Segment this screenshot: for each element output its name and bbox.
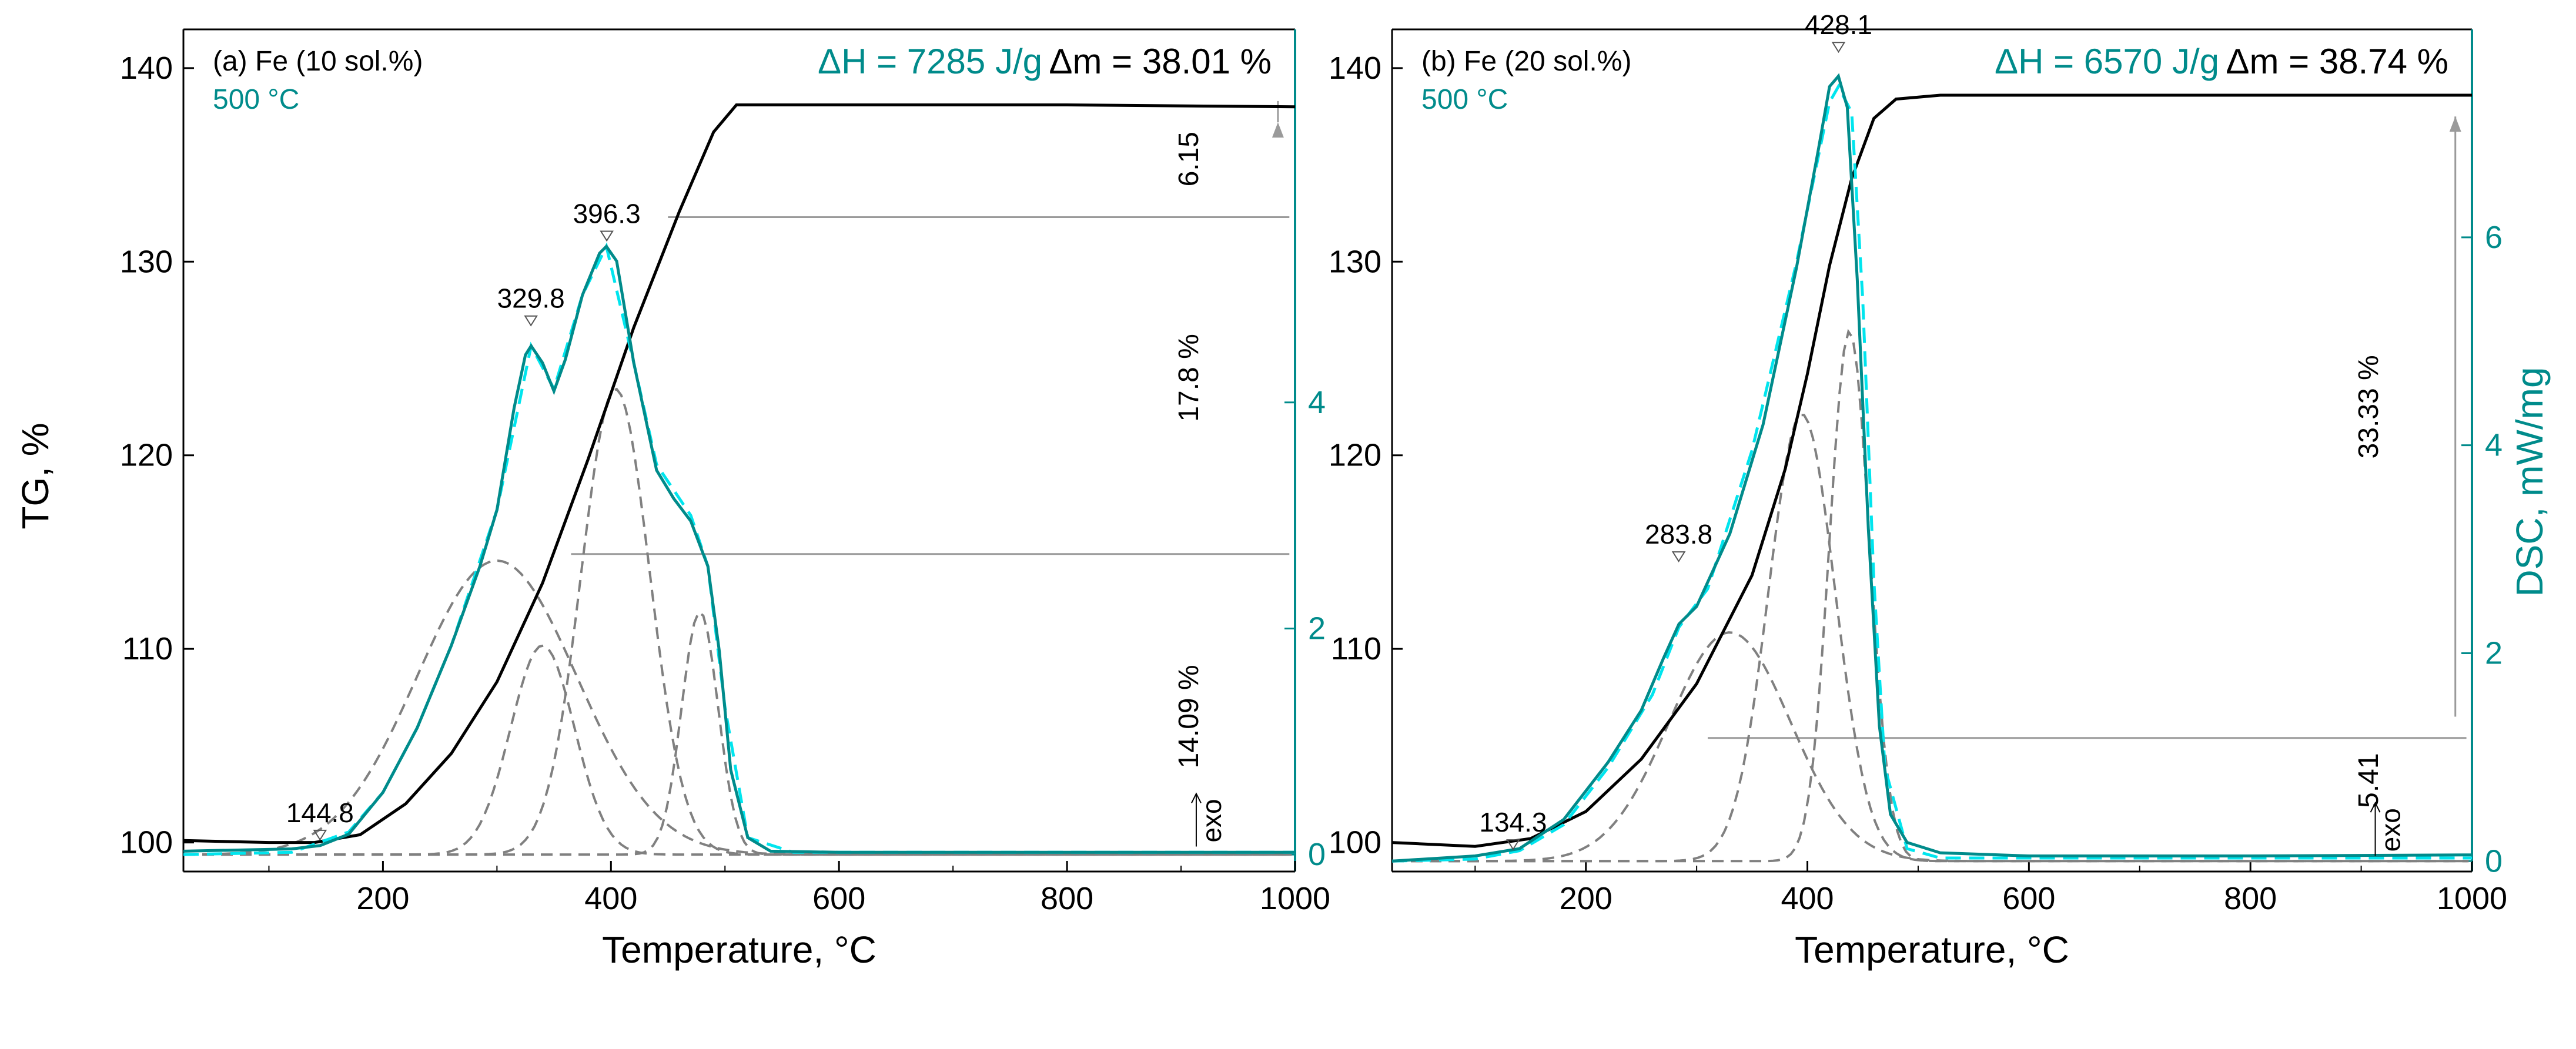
dsc-tick-label: 4	[2485, 428, 2503, 463]
dsc-axis-label: DSC, mW/mg	[2508, 367, 2551, 596]
x-axis-label: Temperature, °C	[1795, 929, 2069, 971]
peak-marker	[600, 230, 614, 242]
exo-label: exo	[2376, 808, 2406, 852]
exo-arrow-head	[2370, 801, 2381, 813]
x-axis-label: Temperature, °C	[602, 929, 876, 971]
panel-b: 200 400 600 800 1000 100 110 120 130 140 0 2 4 6 Tempe…	[1329, 9, 2507, 971]
tg-tick-label: 100	[1329, 825, 1381, 860]
tg-tick-label: 130	[120, 244, 173, 279]
panel-label: (a) Fe (10 sol.%)	[213, 46, 423, 77]
fit-peak-curve	[183, 610, 1292, 856]
tg-tick-label: 120	[120, 438, 173, 473]
panel-a: 200 400 600 800 1000 100 110 120 130 140 0 2 4 Temper…	[120, 28, 1330, 971]
step-label: 33.33 %	[2353, 355, 2384, 458]
fit-peak-curve	[1392, 414, 2469, 863]
fit-sum-curve	[183, 242, 1295, 856]
x-tick-label: 800	[1041, 881, 1093, 916]
enthalpy-label: ΔH = 7285 J/g	[818, 42, 1042, 81]
step-label: 6.15	[1173, 132, 1205, 186]
fit-sum-curve	[1391, 83, 2472, 863]
tg-tick-label: 140	[1329, 51, 1381, 86]
peak-marker	[1831, 42, 1846, 53]
dsc-tick-label: 0	[1308, 837, 1326, 872]
x-tick-label: 200	[1560, 881, 1612, 916]
tg-axis-label: TG, %	[14, 423, 56, 529]
fit-peak-curve	[1392, 631, 2469, 863]
step-label: 14.09 %	[1173, 665, 1205, 768]
peak-marker	[1506, 839, 1520, 851]
fit-peak-curve	[183, 387, 1292, 856]
tg-tick-label: 120	[1329, 438, 1381, 473]
peak-label: 283.8	[1645, 519, 1712, 549]
x-tick-label: 600	[812, 881, 865, 916]
tg-curve	[183, 103, 1296, 844]
peak-label: 396.3	[573, 198, 641, 229]
panel-label: (b) Fe (20 sol.%)	[1421, 46, 1631, 77]
x-tick-label: 600	[2002, 881, 2055, 916]
mass-loss-label: Δm = 38.01 %	[1049, 42, 1272, 81]
tg-curve	[1391, 93, 2472, 848]
x-tick-label: 1000	[1260, 881, 1330, 916]
peak-label: 428.1	[1805, 9, 1872, 40]
temperature-label: 500 °C	[1421, 84, 1508, 115]
dsc-tick-label: 0	[2485, 843, 2503, 879]
dsc-tick-label: 4	[1308, 385, 1326, 420]
tg-tick-label: 130	[1329, 244, 1381, 279]
dsc-curve	[183, 244, 1295, 854]
exo-label: exo	[1196, 799, 1227, 842]
temperature-label: 500 °C	[213, 84, 299, 115]
tg-tick-label: 140	[120, 51, 173, 86]
x-tick-label: 400	[584, 881, 637, 916]
fit-peak-curve	[1392, 329, 2469, 863]
peak-marker	[1671, 551, 1686, 562]
mass-arrow-head	[2449, 116, 2461, 132]
peak-marker	[524, 315, 538, 327]
peak-marker	[313, 829, 327, 841]
dsc-tick-label: 6	[2485, 220, 2503, 255]
dsc-tick-label: 2	[2485, 635, 2503, 671]
peak-label: 329.8	[497, 283, 565, 314]
tg-tick-label: 110	[122, 631, 173, 666]
exo-arrow-head	[1191, 792, 1202, 803]
peak-label: 144.8	[286, 797, 354, 828]
enthalpy-label: ΔH = 6570 J/g	[1995, 42, 2219, 81]
peak-label: 134.3	[1479, 807, 1547, 837]
x-tick-label: 400	[1781, 881, 1834, 916]
step-label: 17.8 %	[1173, 334, 1205, 421]
mass-arrow-head	[1272, 122, 1284, 138]
fit-peak-curve	[183, 559, 1292, 856]
x-tick-label: 800	[2224, 881, 2277, 916]
x-tick-label: 1000	[2437, 881, 2507, 916]
dsc-curve	[1391, 73, 2473, 863]
mass-loss-label: Δm = 38.74 %	[2226, 42, 2448, 81]
step-label: 5.41	[2353, 753, 2384, 807]
tg-tick-label: 110	[1331, 631, 1381, 666]
tg-tick-label: 100	[120, 825, 173, 860]
x-tick-label: 200	[356, 881, 409, 916]
dsc-tick-label: 2	[1308, 611, 1326, 646]
